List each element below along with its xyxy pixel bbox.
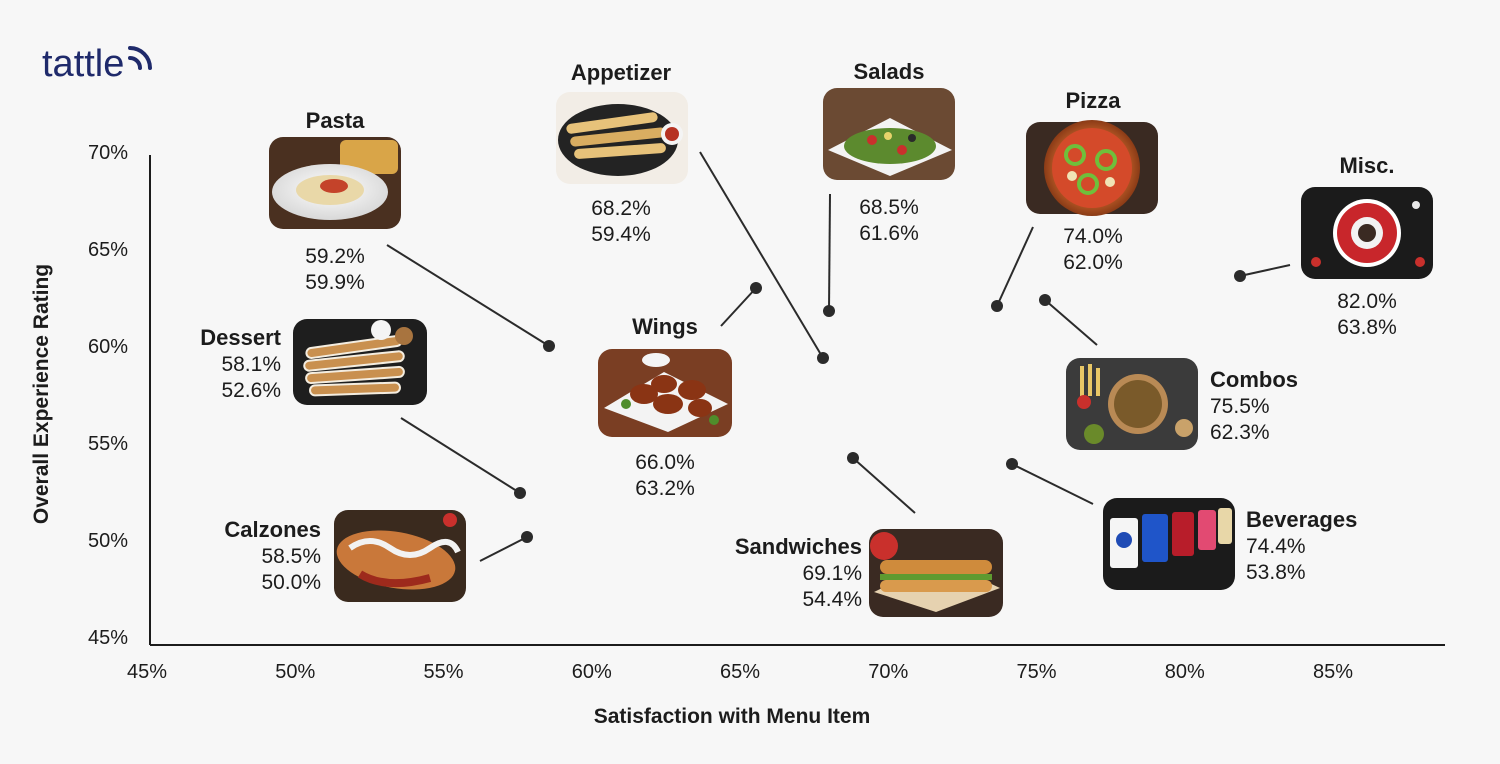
data-point xyxy=(521,531,533,543)
x-tick-label: 65% xyxy=(720,661,760,683)
wings-image xyxy=(598,349,732,437)
point-name-label: Dessert xyxy=(200,325,281,350)
data-point xyxy=(991,300,1003,312)
y-tick-label: 65% xyxy=(88,239,128,261)
pasta-image xyxy=(269,137,401,229)
signal-icon xyxy=(128,46,152,70)
food-images xyxy=(269,88,1433,617)
x-tick-label: 60% xyxy=(572,661,612,683)
point-x-value: 75.5% xyxy=(1210,395,1270,418)
x-tick-label: 75% xyxy=(1016,661,1056,683)
leader-line xyxy=(1239,264,1291,277)
point-x-value: 74.4% xyxy=(1246,535,1306,558)
calzone-image xyxy=(334,510,466,602)
point-name-label: Pasta xyxy=(306,108,365,133)
point-x-value: 59.2% xyxy=(305,245,365,268)
tattle-logo: tattle xyxy=(42,43,152,85)
point-x-value: 74.0% xyxy=(1063,225,1123,248)
y-tick-label: 60% xyxy=(88,336,128,358)
y-tick-label: 55% xyxy=(88,433,128,455)
point-y-value: 50.0% xyxy=(261,571,321,594)
data-point xyxy=(543,340,555,352)
point-name-label: Appetizer xyxy=(571,60,672,85)
point-y-value: 62.3% xyxy=(1210,421,1270,444)
y-tick-label: 45% xyxy=(88,627,128,649)
point-name-label: Beverages xyxy=(1246,507,1357,532)
dessert-image xyxy=(293,319,427,405)
point-x-value: 68.5% xyxy=(859,196,919,219)
leader-line xyxy=(720,287,757,327)
leader-line xyxy=(1011,463,1094,505)
point-y-value: 63.8% xyxy=(1337,316,1397,339)
sandwich-image xyxy=(869,529,1003,617)
pizza-factory-logo-image xyxy=(1301,187,1433,279)
point-labels: Pasta 59.2% 59.9% Appetizer 68.2% 59.4% Salads… xyxy=(200,59,1396,611)
y-axis-title: Overall Experience Rating xyxy=(30,264,53,524)
y-tick-label: 70% xyxy=(88,142,128,164)
point-name-label: Pizza xyxy=(1065,88,1121,113)
combos-image xyxy=(1066,358,1198,450)
data-point xyxy=(823,305,835,317)
axes: 45% 50% 55% 60% 65% 70% 75% 80% 85% 45% 50% 55% 60%… xyxy=(30,142,1445,728)
point-y-value: 54.4% xyxy=(802,588,862,611)
beverages-image xyxy=(1103,498,1235,590)
point-name-label: Wings xyxy=(632,314,698,339)
leader-line xyxy=(386,244,550,347)
pizza-image xyxy=(1026,120,1158,216)
data-point xyxy=(1006,458,1018,470)
point-x-value: 82.0% xyxy=(1337,290,1397,313)
data-point xyxy=(514,487,526,499)
leader-line xyxy=(828,193,831,312)
x-tick-labels: 45% 50% 55% 60% 65% 70% 75% 80% 85% xyxy=(127,661,1353,683)
leader-line xyxy=(699,151,824,359)
appetizer-image xyxy=(556,92,688,184)
data-point xyxy=(1039,294,1051,306)
salad-image xyxy=(823,88,955,180)
x-tick-label: 45% xyxy=(127,661,167,683)
x-tick-label: 80% xyxy=(1165,661,1205,683)
data-point xyxy=(817,352,829,364)
point-y-value: 59.9% xyxy=(305,271,365,294)
x-tick-label: 50% xyxy=(275,661,315,683)
leader-line xyxy=(996,226,1034,307)
data-point xyxy=(847,452,859,464)
x-axis-title: Satisfaction with Menu Item xyxy=(594,705,871,728)
point-y-value: 63.2% xyxy=(635,477,695,500)
leader-lines xyxy=(386,151,1291,562)
y-tick-label: 50% xyxy=(88,530,128,552)
point-name-label: Salads xyxy=(854,59,925,84)
x-tick-label: 70% xyxy=(868,661,908,683)
data-points xyxy=(514,270,1246,543)
point-y-value: 53.8% xyxy=(1246,561,1306,584)
data-point xyxy=(1234,270,1246,282)
leader-line xyxy=(400,417,521,494)
leader-line xyxy=(479,536,528,562)
leader-line xyxy=(1044,299,1098,346)
x-tick-label: 55% xyxy=(423,661,463,683)
point-x-value: 66.0% xyxy=(635,451,695,474)
data-point xyxy=(750,282,762,294)
y-tick-labels: 45% 50% 55% 60% 65% 70% xyxy=(88,142,128,649)
leader-line xyxy=(852,457,916,514)
point-y-value: 62.0% xyxy=(1063,251,1123,274)
point-y-value: 59.4% xyxy=(591,223,651,246)
point-y-value: 52.6% xyxy=(221,379,281,402)
point-x-value: 69.1% xyxy=(802,562,862,585)
point-x-value: 58.1% xyxy=(221,353,281,376)
point-x-value: 58.5% xyxy=(261,545,321,568)
point-name-label: Calzones xyxy=(224,517,321,542)
point-name-label: Sandwiches xyxy=(735,534,862,559)
logo-text: tattle xyxy=(42,43,124,85)
point-x-value: 68.2% xyxy=(591,197,651,220)
point-name-label: Misc. xyxy=(1339,153,1394,178)
point-name-label: Combos xyxy=(1210,367,1298,392)
x-tick-label: 85% xyxy=(1313,661,1353,683)
point-y-value: 61.6% xyxy=(859,222,919,245)
